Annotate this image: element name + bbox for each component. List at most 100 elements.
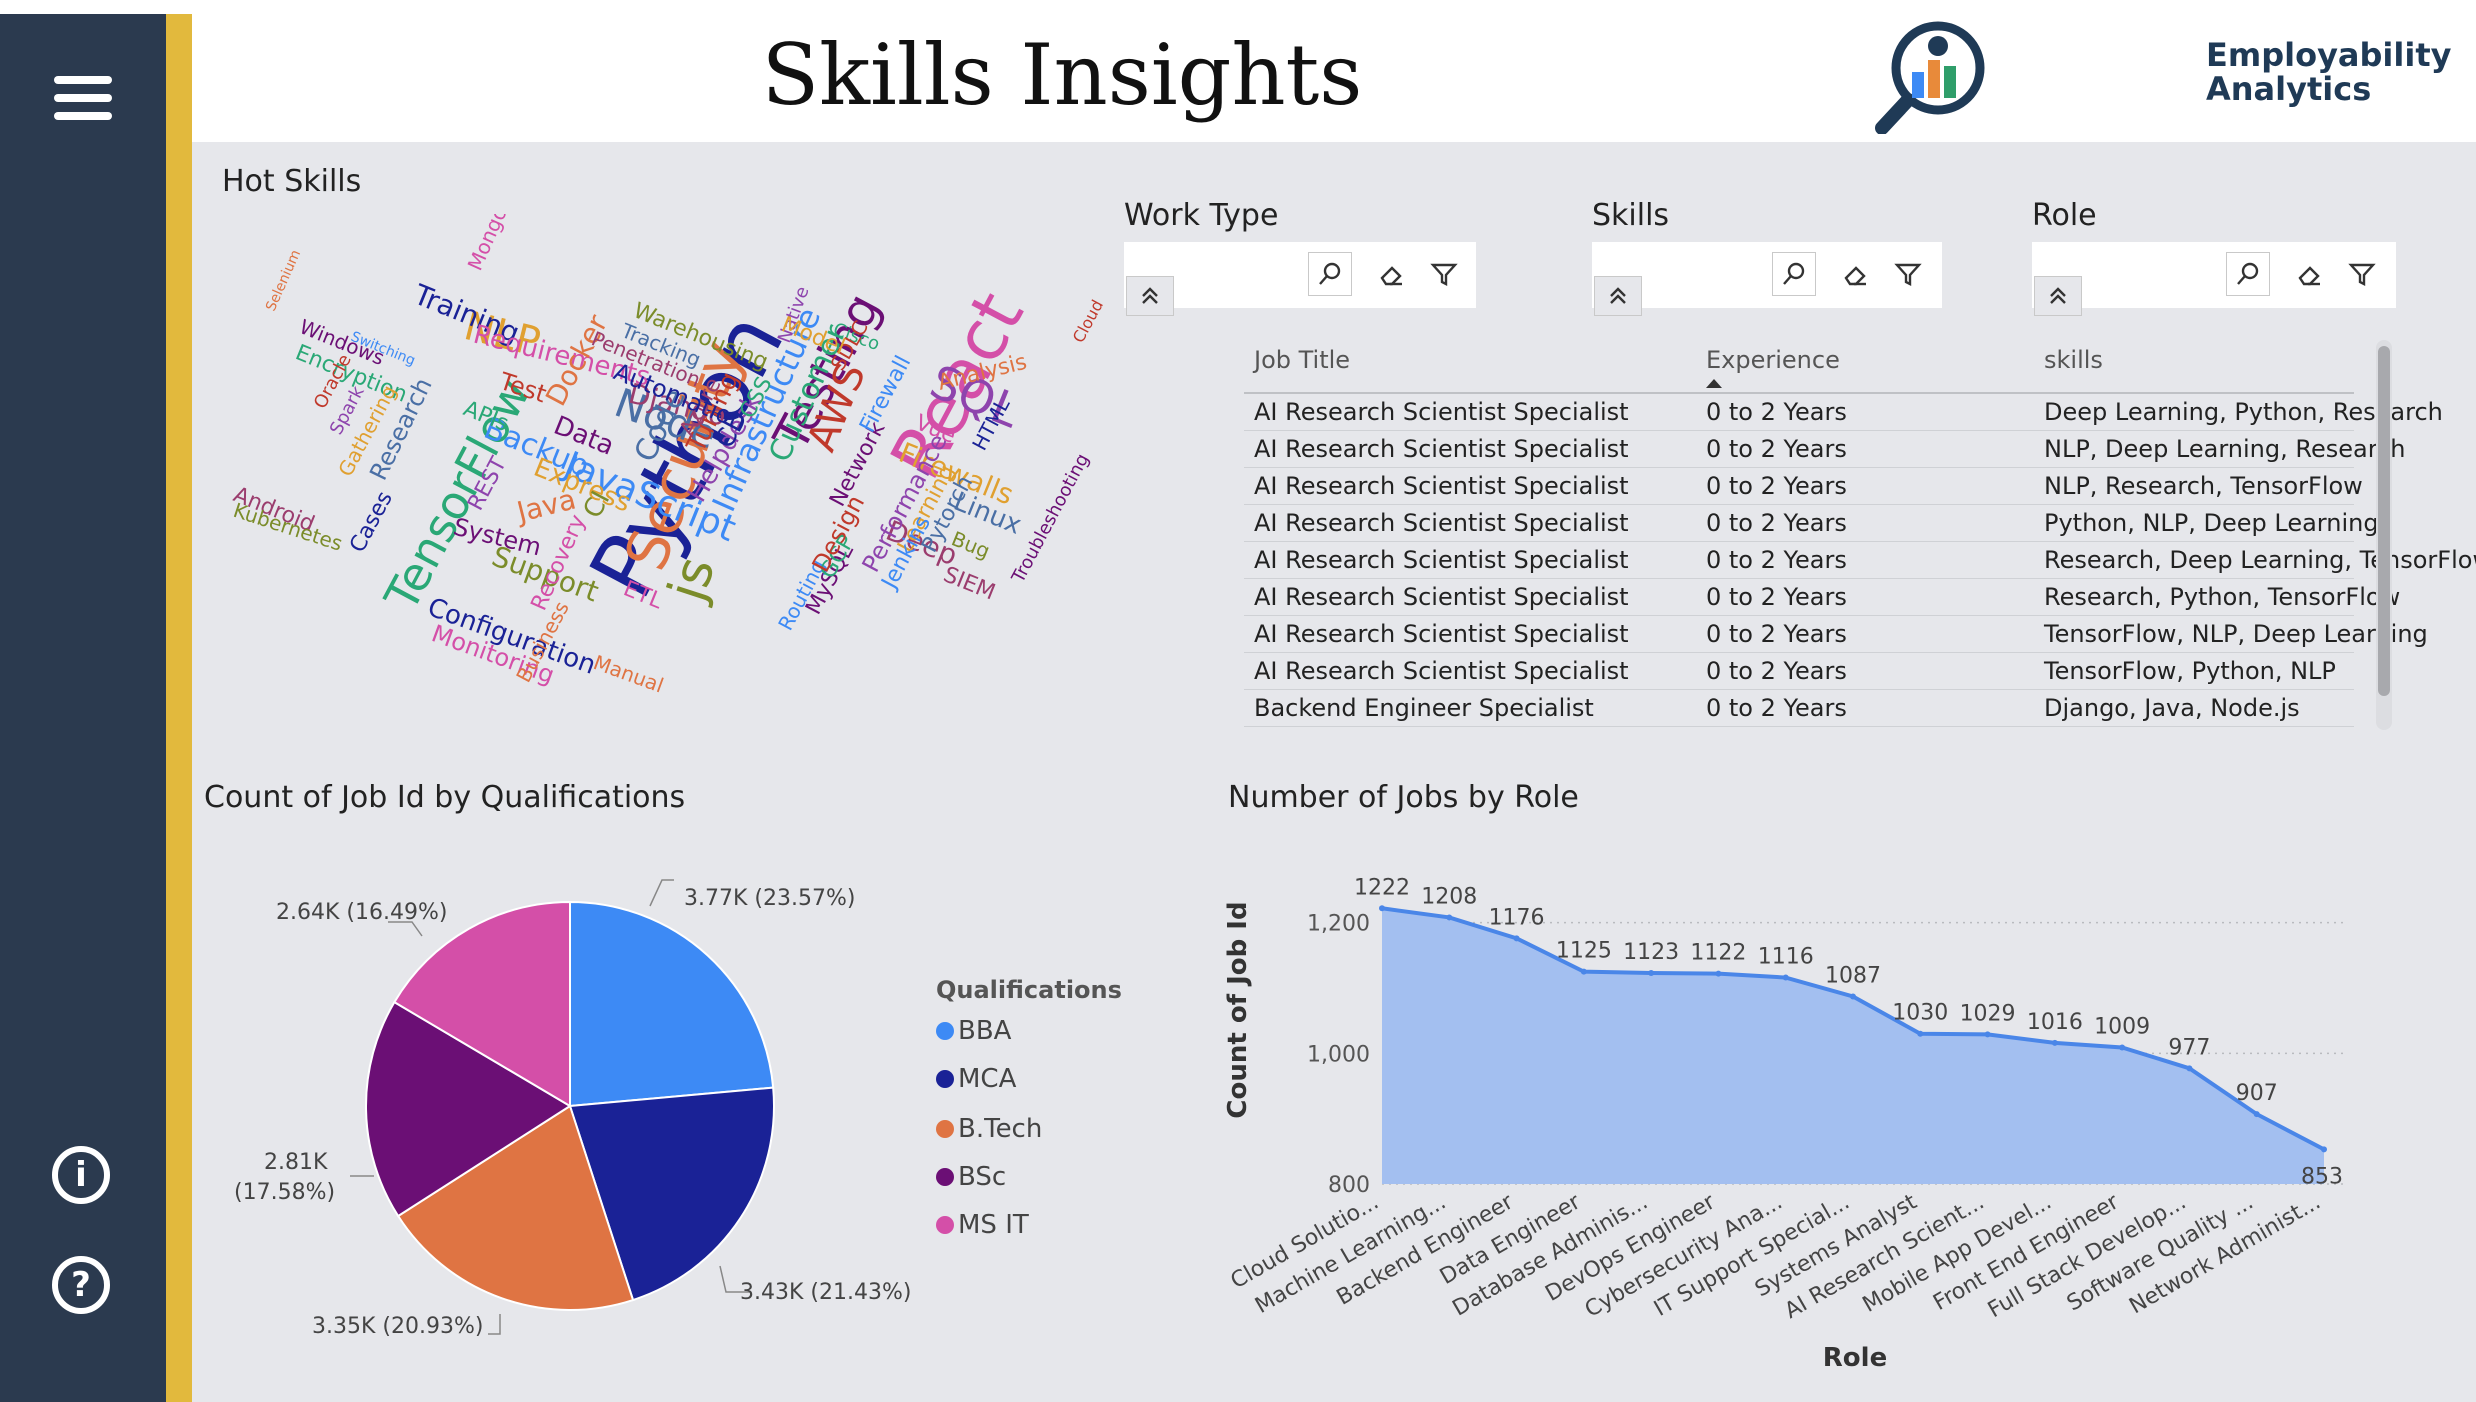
help-icon[interactable]: ?: [52, 1256, 110, 1314]
legend-label: MS IT: [958, 1210, 1029, 1240]
cell-experience: 0 to 2 Years: [1706, 620, 1847, 648]
eraser-icon[interactable]: [1834, 252, 1878, 296]
data-point[interactable]: [2321, 1146, 2327, 1153]
eraser-icon[interactable]: [2288, 252, 2332, 296]
table-row[interactable]: AI Research Scientist Specialist 0 to 2 Y…: [1244, 579, 2400, 616]
work-type-slicer[interactable]: [1124, 242, 1476, 308]
role-expand-button[interactable]: [2034, 276, 2082, 316]
search-icon[interactable]: [1308, 252, 1352, 296]
x-axis-title: Role: [1823, 1343, 1887, 1373]
column-header-job-title[interactable]: Job Title: [1254, 346, 1351, 374]
qualifications-pie-chart[interactable]: [200, 850, 980, 1370]
data-point[interactable]: [1580, 968, 1587, 975]
data-point[interactable]: [1446, 914, 1453, 921]
legend-item-mca[interactable]: MCA: [936, 1064, 1016, 1094]
pie-slice-b-tech[interactable]: [396, 1104, 635, 1311]
table-row[interactable]: AI Research Scientist Specialist 0 to 2 Y…: [1244, 394, 2443, 431]
jobs-by-role-area-chart[interactable]: 800 1,000 1,200 1222 1208 1176 1125 1123 1122 111…: [1200, 830, 2470, 1390]
word-cases[interactable]: Cases: [345, 487, 398, 556]
data-point[interactable]: [1513, 935, 1520, 942]
jobs-by-role-chart-title: Number of Jobs by Role: [1228, 780, 1579, 815]
table-row[interactable]: AI Research Scientist Specialist 0 to 2 Y…: [1244, 431, 2405, 468]
table-row[interactable]: AI Research Scientist Specialist 0 to 2 Y…: [1244, 616, 2428, 653]
pie-label-bsc-percent: (17.58%): [234, 1180, 336, 1205]
pie-slice-mca[interactable]: [568, 1086, 775, 1302]
table-row[interactable]: AI Research Scientist Specialist 0 to 2 Y…: [1244, 542, 2476, 579]
pie-leader-line: [488, 1314, 501, 1335]
logo-line-2: Analytics: [2206, 70, 2372, 108]
word-selenium[interactable]: Selenium: [263, 247, 304, 313]
legend-dot: [936, 1216, 954, 1234]
work-type-expand-button[interactable]: [1126, 276, 1174, 316]
table-row[interactable]: Backend Engineer Specialist 0 to 2 Years D…: [1244, 690, 2354, 727]
data-point[interactable]: [2119, 1044, 2126, 1051]
y-axis-title: Count of Job Id: [1223, 901, 1253, 1118]
data-point[interactable]: [1782, 974, 1789, 981]
legend-item-btech[interactable]: B.Tech: [936, 1114, 1042, 1144]
search-icon[interactable]: [2226, 252, 2270, 296]
table-row[interactable]: AI Research Scientist Specialist 0 to 2 Y…: [1244, 505, 2379, 542]
data-point[interactable]: [1648, 969, 1655, 976]
pie-slice-bba[interactable]: [569, 900, 775, 1108]
legend-dot: [936, 1168, 954, 1186]
pie-slice-ms-it[interactable]: [393, 900, 571, 1108]
table-row[interactable]: AI Research Scientist Specialist 0 to 2 Y…: [1244, 468, 2363, 505]
cell-skills: Research, Python, TensorFlow: [2044, 583, 2401, 611]
column-header-skills[interactable]: skills: [2044, 346, 2103, 374]
data-point[interactable]: [1379, 905, 1385, 912]
eraser-icon[interactable]: [1370, 252, 1414, 296]
word-siem[interactable]: SIEM: [940, 562, 999, 605]
filter-icon[interactable]: [1886, 252, 1930, 296]
cell-experience: 0 to 2 Years: [1706, 657, 1847, 685]
word-mongodb[interactable]: MongoDB: [463, 214, 524, 274]
cell-skills: Python, NLP, Deep Learning: [2044, 509, 2379, 537]
cell-experience: 0 to 2 Years: [1706, 583, 1847, 611]
skills-expand-button[interactable]: [1594, 276, 1642, 316]
cell-skills: TensorFlow, Python, NLP: [2044, 657, 2336, 685]
column-header-experience[interactable]: Experience: [1706, 346, 1840, 374]
pie-slice-bsc[interactable]: [365, 1000, 572, 1218]
table-scrollbar-thumb[interactable]: [2378, 346, 2390, 696]
data-point[interactable]: [1715, 970, 1722, 977]
double-chevron-up-icon: [1142, 287, 1158, 304]
data-label: 1009: [2094, 1014, 2150, 1039]
info-icon[interactable]: i: [52, 1146, 110, 1204]
cell-experience: 0 to 2 Years: [1706, 472, 1847, 500]
cell-job-title: AI Research Scientist Specialist: [1254, 398, 1629, 426]
data-point[interactable]: [1850, 993, 1856, 1000]
role-slicer-label: Role: [2032, 198, 2097, 233]
hamburger-menu-icon[interactable]: [40, 58, 124, 142]
data-point[interactable]: [1984, 1031, 1991, 1038]
data-point[interactable]: [2186, 1065, 2193, 1072]
data-point[interactable]: [2253, 1111, 2260, 1118]
cell-skills: NLP, Research, TensorFlow: [2044, 472, 2363, 500]
cell-job-title: AI Research Scientist Specialist: [1254, 509, 1629, 537]
pie-label-btech: 3.35K (20.93%): [312, 1314, 484, 1339]
filter-icon[interactable]: [2340, 252, 2384, 296]
cell-job-title: AI Research Scientist Specialist: [1254, 435, 1629, 463]
cell-experience: 0 to 2 Years: [1706, 694, 1847, 722]
legend-label: BSc: [958, 1162, 1007, 1192]
table-row[interactable]: AI Research Scientist Specialist 0 to 2 Y…: [1244, 653, 2354, 690]
search-icon[interactable]: [1772, 252, 1816, 296]
legend-item-bsc[interactable]: BSc: [936, 1162, 1006, 1192]
cell-job-title: Backend Engineer Specialist: [1254, 694, 1594, 722]
hot-skills-title: Hot Skills: [222, 164, 362, 199]
data-label: 853: [2301, 1164, 2343, 1189]
legend-item-bba[interactable]: BBA: [936, 1016, 1011, 1046]
data-point[interactable]: [1917, 1030, 1924, 1037]
filter-icon[interactable]: [1422, 252, 1466, 296]
role-slicer[interactable]: [2032, 242, 2396, 308]
word-cloud[interactable]: Cloud: [1069, 297, 1107, 346]
logo-text: Employability Analytics: [2206, 38, 2451, 106]
word-manual[interactable]: Manual: [590, 650, 667, 697]
data-point[interactable]: [2051, 1039, 2058, 1046]
legend-item-ms-it[interactable]: MS IT: [936, 1210, 1029, 1240]
table-header-divider: [1244, 392, 2354, 394]
header: Skills Insights: [192, 0, 2476, 142]
jobs-table[interactable]: Job Title Experience skills AI Research …: [1244, 336, 2476, 730]
pie-label-ms-it: 2.64K (16.49%): [276, 900, 448, 925]
pie-leader-line: [719, 1265, 750, 1293]
skills-slicer[interactable]: [1592, 242, 1942, 308]
